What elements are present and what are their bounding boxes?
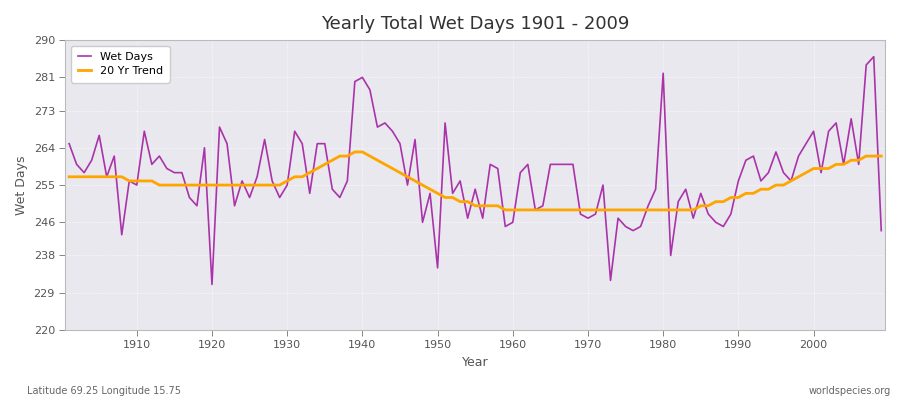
20 Yr Trend bbox=[289, 174, 300, 179]
Line: 20 Yr Trend: 20 Yr Trend bbox=[69, 152, 881, 210]
20 Yr Trend bbox=[335, 154, 346, 158]
20 Yr Trend bbox=[515, 208, 526, 212]
Wet Days bbox=[297, 141, 308, 146]
Wet Days bbox=[868, 54, 879, 59]
Wet Days bbox=[876, 228, 886, 233]
X-axis label: Year: Year bbox=[462, 356, 489, 369]
Title: Yearly Total Wet Days 1901 - 2009: Yearly Total Wet Days 1901 - 2009 bbox=[321, 15, 629, 33]
20 Yr Trend bbox=[522, 208, 533, 212]
Y-axis label: Wet Days: Wet Days bbox=[15, 155, 28, 215]
Legend: Wet Days, 20 Yr Trend: Wet Days, 20 Yr Trend bbox=[71, 46, 169, 82]
20 Yr Trend bbox=[500, 208, 510, 212]
Wet Days bbox=[342, 178, 353, 183]
Wet Days bbox=[508, 220, 518, 225]
Wet Days bbox=[124, 178, 135, 183]
20 Yr Trend bbox=[124, 178, 135, 183]
Wet Days bbox=[605, 278, 616, 283]
20 Yr Trend bbox=[876, 154, 886, 158]
Line: Wet Days: Wet Days bbox=[69, 57, 881, 284]
20 Yr Trend bbox=[64, 174, 75, 179]
Wet Days bbox=[64, 141, 75, 146]
Wet Days bbox=[515, 170, 526, 175]
20 Yr Trend bbox=[613, 208, 624, 212]
Text: Latitude 69.25 Longitude 15.75: Latitude 69.25 Longitude 15.75 bbox=[27, 386, 181, 396]
20 Yr Trend bbox=[349, 150, 360, 154]
Wet Days bbox=[207, 282, 218, 287]
Text: worldspecies.org: worldspecies.org bbox=[809, 386, 891, 396]
